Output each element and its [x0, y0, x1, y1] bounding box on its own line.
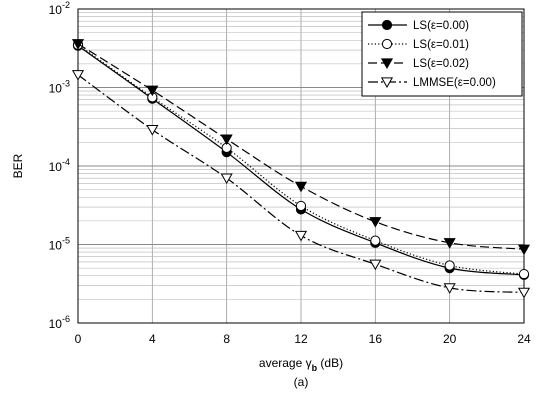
data-point-marker: [443, 238, 456, 249]
y-tick-base: 10: [49, 160, 63, 174]
x-axis-ticks: 0 4 8 12 16 20 24: [75, 332, 531, 346]
y-tick-exponent: -2: [62, 0, 70, 10]
y-tick-base: 10: [49, 317, 63, 331]
y-tick-exponent: -4: [62, 157, 70, 167]
data-point-marker: [369, 217, 382, 228]
figure-caption: (a): [294, 375, 309, 389]
y-tick-label: 10-5: [49, 236, 70, 253]
data-point-marker: [369, 259, 382, 271]
x-axis-label-prefix: average: [259, 356, 306, 370]
data-point-marker: [370, 235, 381, 246]
y-axis-label: BER: [11, 153, 25, 178]
legend-label: LS(ε=0.02): [413, 58, 469, 70]
x-axis-label-suffix: (dB): [317, 356, 343, 370]
x-tick-label: 24: [517, 332, 531, 346]
y-axis-ticks: 10-610-510-410-310-2: [49, 0, 70, 331]
data-point-marker: [517, 287, 531, 299]
data-point-marker: [294, 181, 308, 193]
legend-marker: [380, 77, 394, 88]
y-tick-exponent: -3: [62, 79, 70, 89]
y-tick-exponent: -5: [62, 236, 70, 246]
legend-label: LS(ε=0.01): [413, 39, 469, 51]
data-point-marker: [294, 230, 308, 242]
y-tick-base: 10: [49, 3, 63, 17]
legend-entry: LS(ε=0.00): [368, 19, 469, 32]
series-layer: [71, 39, 531, 299]
legend-entry: LS(ε=0.01): [368, 38, 469, 51]
y-tick-label: 10-6: [49, 314, 70, 331]
x-tick-label: 16: [369, 332, 383, 346]
data-point-marker: [518, 268, 530, 280]
data-point-marker: [146, 125, 159, 136]
y-tick-base: 10: [49, 82, 63, 96]
legend-entry: LS(ε=0.02): [368, 58, 469, 70]
y-tick-label: 10-4: [49, 157, 70, 174]
x-axis-label: average γb (dB): [259, 356, 343, 373]
series-4: [71, 70, 531, 299]
legend-label: LMMSE(ε=0.00): [413, 77, 496, 89]
data-point-marker: [517, 244, 531, 256]
x-tick-label: 4: [149, 332, 156, 346]
x-tick-label: 8: [223, 332, 230, 346]
y-tick-label: 10-2: [49, 0, 70, 17]
x-tick-label: 20: [443, 332, 457, 346]
series-3: [71, 39, 531, 256]
series-2: [72, 39, 530, 280]
data-point-marker: [220, 173, 233, 185]
data-point-marker: [444, 260, 455, 271]
legend-marker: [381, 19, 393, 31]
data-point-marker: [220, 134, 233, 146]
legend: LS(ε=0.00) LS(ε=0.01) LS(ε=0.02) LMMSE(ε=0.…: [361, 11, 523, 97]
x-axis-label-symbol: γ: [306, 356, 312, 370]
data-point-marker: [71, 70, 85, 81]
legend-entry: LMMSE(ε=0.00): [368, 77, 496, 89]
y-tick-base: 10: [49, 239, 63, 253]
legend-label: LS(ε=0.00): [413, 20, 469, 32]
legend-marker: [380, 58, 394, 69]
data-point-marker: [146, 85, 159, 97]
y-tick-exponent: -6: [62, 314, 70, 324]
y-tick-label: 10-3: [49, 79, 70, 96]
legend-marker: [381, 38, 393, 50]
data-point-marker: [443, 283, 456, 294]
plot-frame: [77, 8, 525, 324]
x-axis-label-subscript: b: [312, 363, 318, 373]
data-point-marker: [295, 200, 307, 212]
data-point-marker: [71, 39, 85, 50]
x-tick-label: 12: [294, 332, 308, 346]
x-tick-label: 0: [75, 332, 82, 346]
